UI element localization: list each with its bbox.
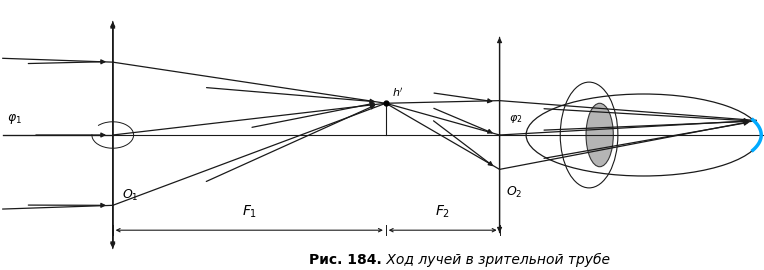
Text: Рис. 184.: Рис. 184.	[309, 253, 382, 267]
Text: Ход лучей в зрительной трубе: Ход лучей в зрительной трубе	[382, 253, 610, 267]
Text: $O_2$: $O_2$	[506, 185, 522, 200]
Text: $\varphi_1$: $\varphi_1$	[7, 112, 21, 126]
Ellipse shape	[586, 103, 613, 167]
Text: $h'$: $h'$	[392, 86, 403, 99]
Text: $F_1$: $F_1$	[241, 204, 257, 220]
Text: $\varphi_2$: $\varphi_2$	[509, 113, 522, 125]
Text: $F_2$: $F_2$	[435, 204, 450, 220]
Text: $O_1$: $O_1$	[121, 188, 138, 203]
